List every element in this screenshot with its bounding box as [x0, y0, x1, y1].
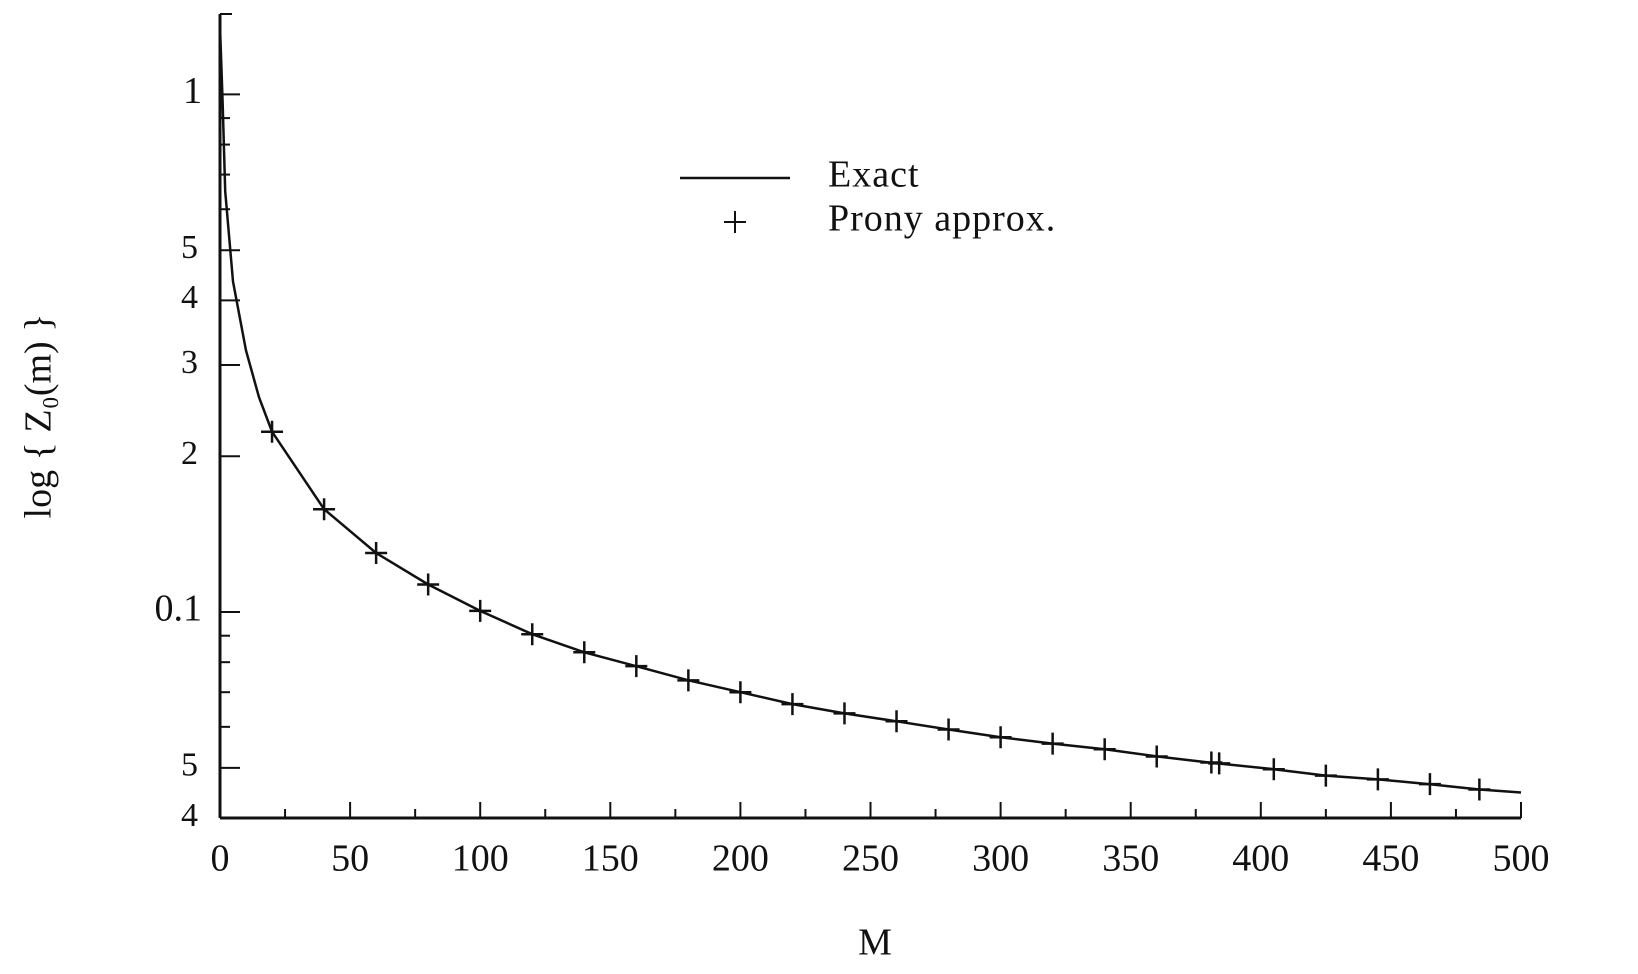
- x-tick-label: 250: [842, 838, 899, 880]
- prony-marker: [1145, 745, 1168, 768]
- prony-marker: [833, 702, 856, 725]
- prony-marker: [885, 710, 908, 733]
- x-tick-label: 500: [1493, 838, 1550, 880]
- prony-marker: [781, 693, 804, 716]
- prony-marker: [625, 655, 648, 678]
- y-tick-label: 4: [181, 279, 198, 316]
- prony-marker: [1314, 764, 1337, 787]
- prony-marker: [417, 573, 440, 596]
- prony-marker: [1208, 752, 1231, 775]
- prony-marker: [313, 498, 336, 521]
- prony-marker: [937, 718, 960, 741]
- y-tick-label: 4: [181, 797, 198, 834]
- y-tick-label: 0.1: [155, 588, 203, 630]
- x-tick-label: 300: [972, 838, 1029, 880]
- prony-marker: [729, 681, 752, 704]
- prony-marker: [1468, 778, 1491, 801]
- x-tick-label: 50: [331, 838, 369, 880]
- y-tick-label: 2: [181, 435, 198, 472]
- legend-marker: [724, 211, 746, 233]
- x-tick-label: 200: [712, 838, 769, 880]
- prony-marker: [261, 420, 284, 443]
- x-axis-label: M: [858, 922, 892, 964]
- x-tick-label: 450: [1362, 838, 1419, 880]
- legend-label: Prony approx.: [828, 198, 1056, 240]
- prony-marker: [365, 542, 388, 565]
- prony-marker: [1366, 768, 1389, 791]
- prony-marker: [521, 623, 544, 646]
- prony-marker: [989, 726, 1012, 749]
- y-tick-label: 5: [181, 747, 198, 784]
- y-axis-label: log { Z₀(m) }: [18, 314, 60, 519]
- prony-marker: [1041, 732, 1064, 755]
- prony-marker: [573, 641, 596, 664]
- prony-marker: [469, 599, 492, 622]
- prony-marker: [677, 669, 700, 692]
- x-tick-label: 0: [211, 838, 230, 880]
- prony-marker: [1262, 758, 1285, 781]
- legend-label: Exact: [828, 154, 920, 196]
- prony-marker: [1418, 773, 1441, 796]
- exact-line: [218, 26, 1522, 794]
- x-tick-label: 350: [1102, 838, 1159, 880]
- x-tick-label: 100: [452, 838, 509, 880]
- y-tick-label: 5: [181, 229, 198, 266]
- y-tick-label: 3: [181, 344, 198, 381]
- prony-marker: [1093, 738, 1116, 761]
- x-tick-label: 400: [1232, 838, 1289, 880]
- y-tick-label: 1: [183, 70, 202, 112]
- x-tick-label: 150: [582, 838, 639, 880]
